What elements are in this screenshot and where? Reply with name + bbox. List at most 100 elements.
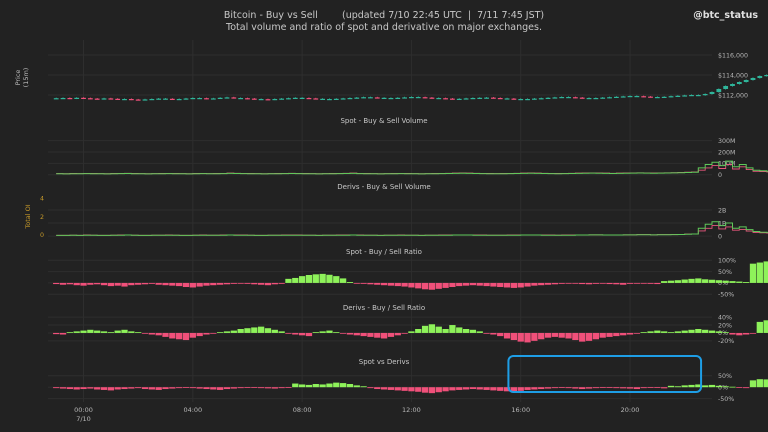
- sell-bar: [462, 282, 470, 286]
- x-tick-label: 04:00: [183, 406, 202, 414]
- candle: [60, 98, 66, 100]
- buy-bar: [333, 332, 340, 333]
- candle: [108, 98, 114, 100]
- candle: [613, 96, 619, 98]
- candle: [169, 98, 175, 100]
- sell-bar: [148, 332, 155, 335]
- sell-bar: [503, 387, 511, 392]
- sell-bar: [210, 282, 217, 286]
- oi-axis-label-group: Total OI: [24, 204, 32, 229]
- sell-bar: [360, 282, 367, 284]
- sell-bar: [176, 387, 183, 389]
- buy-bar: [94, 330, 101, 333]
- sell-bar: [189, 282, 196, 288]
- buy-bar: [100, 331, 108, 333]
- sell-bar: [551, 282, 559, 285]
- sell-bar: [217, 387, 224, 390]
- candle: [607, 97, 612, 99]
- buy-bar: [326, 274, 333, 283]
- candle: [299, 97, 305, 99]
- buy-bar: [763, 379, 768, 388]
- sell-bar: [585, 387, 593, 389]
- candle: [333, 98, 339, 100]
- buy-bar: [319, 384, 326, 388]
- candle: [128, 99, 134, 101]
- sell-bar: [531, 387, 538, 390]
- buy-bar: [722, 332, 729, 333]
- candle: [258, 99, 264, 101]
- sell-bar: [626, 282, 634, 284]
- panel-title: Spot vs Derivs: [359, 358, 410, 366]
- sell-bar: [292, 332, 299, 335]
- sell-bar: [305, 332, 313, 337]
- buy-bar: [353, 385, 360, 388]
- sell-bar: [585, 282, 593, 285]
- sell-bar: [497, 332, 504, 337]
- buy-bar: [312, 384, 319, 388]
- sell-bar: [408, 387, 415, 392]
- buy-volume-line: [56, 221, 768, 236]
- buy-bar: [688, 329, 695, 333]
- candle: [210, 98, 216, 100]
- sell-bar: [565, 387, 572, 389]
- sell-bar: [203, 332, 210, 335]
- oi-tick-label: 2: [40, 214, 44, 221]
- buy-bar: [442, 329, 449, 333]
- sell-bar: [271, 387, 278, 389]
- oi-tick-label: 4: [40, 196, 44, 203]
- buy-bar: [107, 332, 114, 333]
- sell-bar: [408, 282, 415, 288]
- sell-bar: [141, 387, 149, 390]
- candle: [634, 96, 640, 98]
- buy-bar: [476, 331, 483, 333]
- buy-bar: [749, 263, 757, 283]
- sell-bar: [606, 387, 613, 388]
- sell-bar: [572, 282, 579, 284]
- sell-bar: [483, 332, 490, 334]
- candle: [566, 97, 571, 99]
- sell-bar: [114, 387, 121, 390]
- buy-bar: [333, 382, 340, 388]
- buy-bar: [674, 280, 681, 283]
- author-handle[interactable]: @btc_status: [693, 10, 758, 21]
- candle: [395, 97, 401, 99]
- buy-bar: [421, 325, 429, 333]
- y-tick-label: 0: [718, 172, 722, 179]
- sell-bar: [339, 332, 347, 334]
- sell-bar: [346, 332, 354, 335]
- sell-bar: [257, 387, 265, 389]
- sell-bar: [462, 387, 470, 390]
- buy-bar: [681, 279, 688, 283]
- buy-bar: [667, 332, 675, 333]
- candle: [552, 97, 558, 99]
- candle: [74, 97, 80, 99]
- buy-bar: [688, 278, 695, 283]
- sell-bar: [264, 387, 272, 389]
- buy-bar: [244, 328, 251, 333]
- sell-bar: [743, 387, 750, 389]
- buy-bar: [667, 280, 675, 283]
- buy-bar: [688, 384, 695, 388]
- candle: [497, 98, 503, 100]
- buy-bar: [298, 384, 306, 388]
- sell-bar: [155, 332, 162, 336]
- sell-bar: [401, 282, 408, 287]
- candle: [87, 98, 93, 100]
- sell-bar: [148, 387, 155, 390]
- buy-bar: [264, 328, 272, 333]
- buy-bar: [469, 329, 477, 333]
- candle: [135, 99, 141, 101]
- candle: [511, 98, 517, 100]
- sell-bar: [264, 282, 272, 286]
- chart-title: Bitcoin - Buy vs Sell (updated 7/10 22:4…: [0, 10, 768, 21]
- buy-bar: [230, 330, 237, 333]
- y-tick-label: 200M: [718, 149, 735, 156]
- sell-bar: [73, 387, 80, 390]
- sell-bar: [538, 282, 545, 286]
- candle: [94, 98, 100, 100]
- candle: [361, 97, 366, 99]
- sell-bar: [435, 282, 442, 289]
- sell-bar: [606, 332, 613, 337]
- sell-bar: [135, 282, 142, 285]
- sell-bar: [654, 282, 661, 285]
